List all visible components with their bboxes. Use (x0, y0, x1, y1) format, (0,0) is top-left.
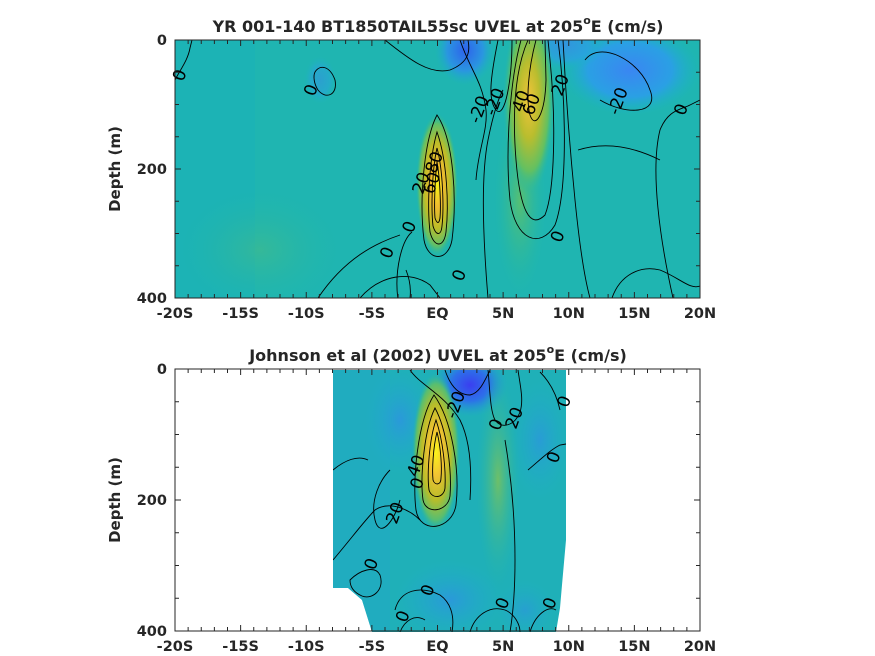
y-tick-label: 0 (157, 33, 167, 49)
x-tick-label: EQ (426, 639, 448, 655)
x-tick-label: -10S (288, 639, 325, 655)
panel-2-title: Johnson et al (2002) UVEL at 205oE (cm/s… (248, 343, 627, 365)
panel-1-contours (175, 40, 700, 298)
panel-2-y-ticks: 0 200 400 (137, 362, 700, 640)
panel-2-contours (333, 370, 566, 632)
y-tick-label: 200 (137, 493, 167, 509)
x-tick-label: 15N (618, 639, 650, 655)
panel-2-y-label: Depth (m) (106, 457, 124, 543)
x-tick-label: 20N (684, 306, 716, 322)
x-tick-label: -20S (157, 306, 194, 322)
panel-1-field (175, 40, 700, 298)
panel-1-y-label: Depth (m) (106, 126, 124, 212)
x-tick-label: EQ (426, 306, 448, 322)
x-tick-label: -5S (359, 639, 386, 655)
y-tick-label: 400 (137, 624, 167, 640)
y-tick-label: 400 (137, 291, 167, 307)
x-tick-label: 10N (553, 639, 585, 655)
x-tick-label: 5N (492, 306, 514, 322)
x-tick-label: 15N (618, 306, 650, 322)
panel-1-y-ticks: 0 200 400 (137, 33, 700, 307)
y-tick-label: 200 (137, 162, 167, 178)
panel-1-x-ticks: -20S -15S -10S -5S EQ 5N 10N 15N 20N (157, 40, 716, 322)
panel-2-x-ticks: -20S -15S -10S -5S EQ 5N 10N 15N 20N (157, 369, 716, 655)
y-tick-label: 0 (157, 362, 167, 378)
x-tick-label: -5S (359, 306, 386, 322)
x-tick-label: -10S (288, 306, 325, 322)
x-tick-label: 20N (684, 639, 716, 655)
x-tick-label: -15S (222, 639, 259, 655)
panel-1-title: YR 001-140 BT1850TAIL55sc UVEL at 205oE … (212, 14, 664, 36)
x-tick-label: 10N (553, 306, 585, 322)
x-tick-label: 5N (492, 639, 514, 655)
x-tick-label: -20S (157, 639, 194, 655)
x-tick-label: -15S (222, 306, 259, 322)
panel-2-field (333, 370, 566, 632)
